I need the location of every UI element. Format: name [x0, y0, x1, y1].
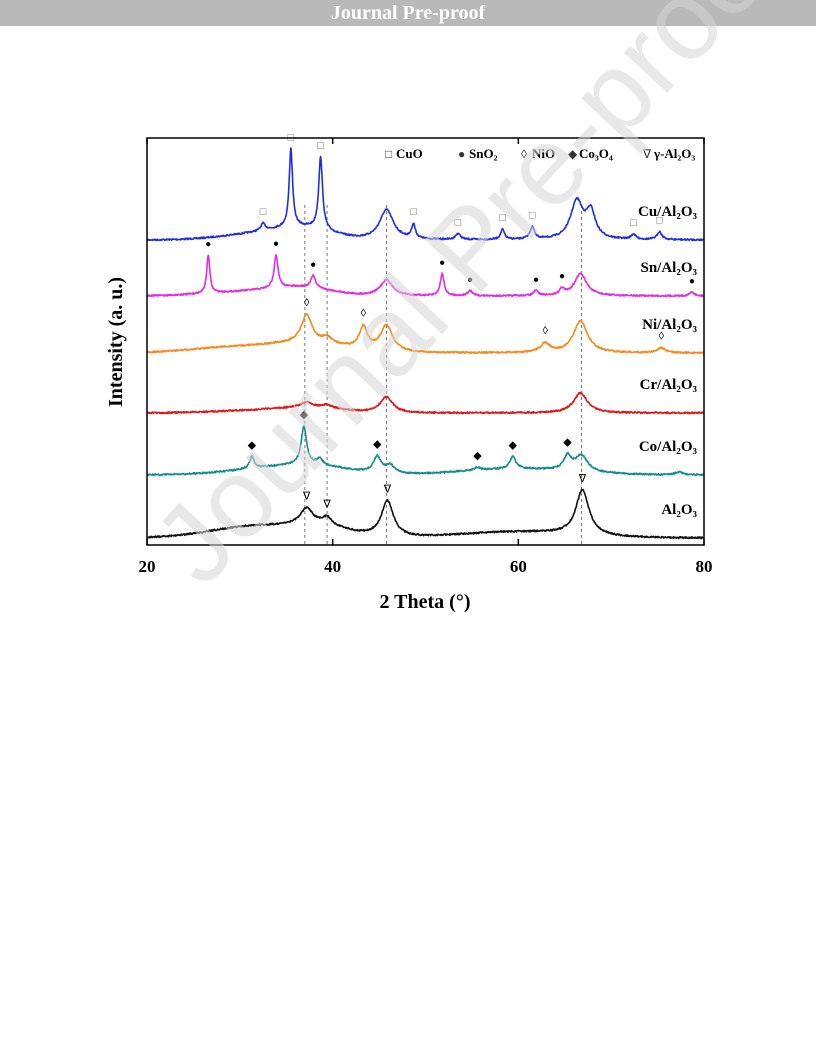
- x-tick-label: 60: [510, 557, 527, 576]
- x-axis-ticks: 20 40 60 80: [139, 138, 713, 576]
- phase-marker: ◆: [373, 438, 382, 450]
- phase-marker: ●: [467, 275, 473, 286]
- series-line: [146, 147, 705, 242]
- legend-label: CuO: [396, 146, 423, 161]
- series-label: Co/Al₂O₃: [639, 439, 698, 455]
- legend-symbol: ∇: [642, 147, 652, 161]
- legend-symbol: ●: [458, 147, 465, 161]
- series-line: [146, 488, 705, 540]
- phase-marker: ●: [205, 239, 211, 250]
- phase-marker: ◆: [473, 450, 482, 462]
- phase-marker: □: [630, 217, 637, 229]
- x-tick-label: 80: [696, 557, 713, 576]
- x-tick-label: 40: [324, 557, 341, 576]
- phase-marker: ◆: [300, 409, 309, 421]
- series-label: Cu/Al₂O₃: [638, 204, 698, 220]
- phase-marker: ∇: [578, 473, 587, 485]
- phase-marker: ◊: [543, 325, 549, 337]
- phase-marker: □: [410, 206, 417, 218]
- phase-marker: ●: [689, 276, 695, 287]
- phase-marker: ◆: [563, 436, 572, 448]
- series-label: Al₂O₃: [661, 502, 697, 518]
- reference-lines: [304, 205, 582, 545]
- series-label: Sn/Al₂O₃: [640, 260, 697, 276]
- phase-marker: ◊: [659, 331, 665, 343]
- phase-marker: □: [656, 214, 663, 226]
- phase-marker: ∇: [322, 499, 331, 511]
- series-line: [146, 254, 705, 298]
- series-line: [146, 425, 705, 477]
- phase-marker: □: [529, 210, 536, 222]
- series-label: Ni/Al₂O₃: [642, 317, 697, 333]
- phase-marker: ●: [439, 258, 445, 269]
- phase-marker: ●: [559, 271, 565, 282]
- phase-marker: ◆: [509, 440, 518, 452]
- series-line: [146, 312, 705, 355]
- legend-symbol: □: [385, 147, 392, 161]
- legend-label: γ-Al₂O₃: [653, 146, 695, 161]
- legend-label: Co₃O₄: [579, 146, 613, 161]
- phase-marker: ◊: [304, 297, 310, 309]
- phase-marker: □: [455, 216, 462, 228]
- phase-marker: □: [260, 206, 267, 218]
- series-line: [146, 391, 705, 415]
- plot-frame: [146, 137, 705, 546]
- phase-marker: ◊: [361, 308, 367, 320]
- phase-marker: ●: [533, 274, 539, 285]
- phase-marker: □: [499, 212, 506, 224]
- legend: □ CuO ● SnO₂ ◊ NiO ◆ Co₃O₄ ∇ γ-Al₂O₃: [385, 146, 695, 161]
- y-axis-label: Intensity (a. u.): [105, 277, 127, 407]
- series-group: Cu/Al₂O₃□□□ □□ □ □□ □Sn/Al₂O₃● ●● ●● ● ● ●Ni/Al₂O…: [146, 131, 705, 540]
- banner-title: Journal Pre-proof: [330, 2, 486, 24]
- legend-label: SnO₂: [469, 146, 498, 161]
- phase-marker: □: [317, 140, 324, 152]
- phase-marker: ∇: [383, 484, 392, 496]
- phase-marker: ◆: [248, 439, 257, 451]
- legend-label: NiO: [532, 146, 555, 161]
- phase-marker: ∇: [302, 490, 311, 502]
- legend-symbol: ◆: [568, 147, 578, 161]
- journal-banner: Journal Pre-proof: [0, 0, 816, 26]
- series-label: Cr/Al₂O₃: [640, 377, 698, 393]
- phase-marker: ●: [273, 239, 279, 250]
- x-axis-label: 2 Theta (°): [380, 591, 471, 613]
- phase-marker: ●: [310, 259, 316, 270]
- legend-symbol: ◊: [521, 147, 527, 161]
- x-tick-label: 20: [139, 557, 156, 576]
